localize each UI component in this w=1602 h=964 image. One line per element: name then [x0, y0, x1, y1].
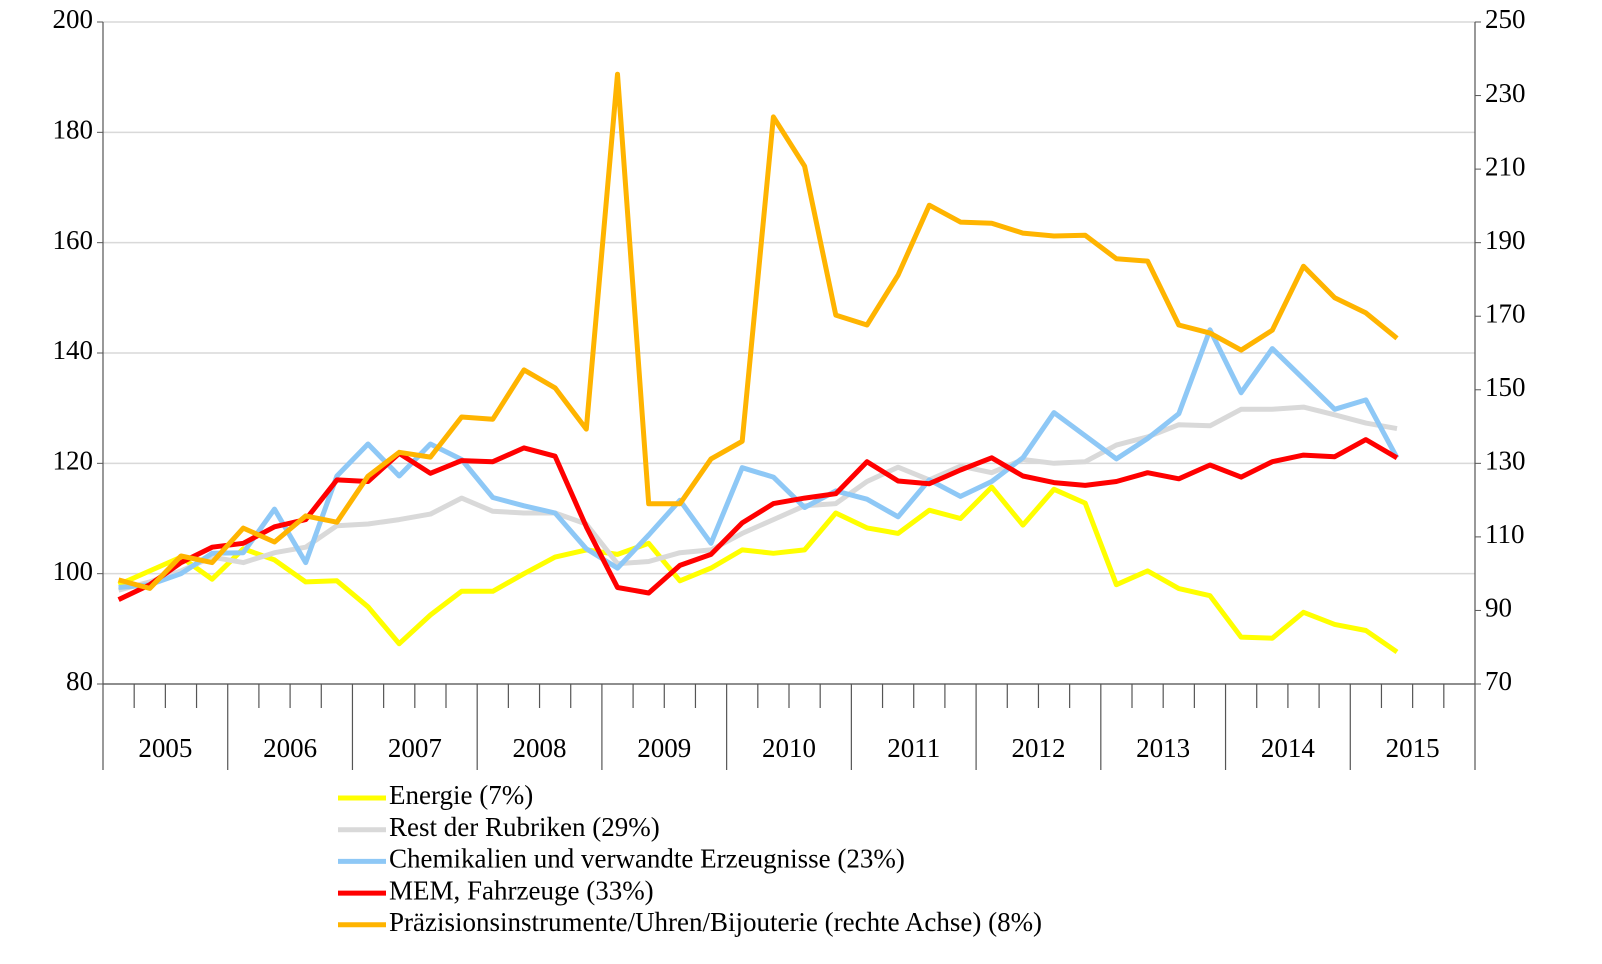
y2-tick-label: 150	[1485, 372, 1526, 402]
series-line	[117, 404, 1398, 593]
y-tick-label: 120	[53, 446, 94, 476]
y2-tick-label: 190	[1485, 225, 1526, 255]
y2-tick-label: 230	[1485, 78, 1526, 108]
legend-label: Energie (7%)	[389, 780, 533, 810]
x-tick-label: 2015	[1386, 733, 1440, 763]
x-tick-label: 2012	[1011, 733, 1065, 763]
series-line	[117, 437, 1399, 602]
y2-tick-label: 170	[1485, 298, 1526, 328]
legend-label: Präzisionsinstrumente/Uhren/Bijouterie (…	[389, 907, 1042, 937]
y-tick-label: 180	[53, 115, 94, 145]
legend-label: Rest der Rubriken (29%)	[389, 812, 660, 842]
y-tick-label: 160	[53, 225, 94, 255]
y2-tick-label: 90	[1485, 593, 1512, 623]
y2-tick-label: 130	[1485, 446, 1526, 476]
series-line	[117, 71, 1399, 591]
y-tick-label: 80	[66, 666, 93, 696]
x-tick-label: 2006	[263, 733, 317, 763]
legend-label: MEM, Fahrzeuge (33%)	[389, 875, 654, 905]
series-line	[117, 484, 1399, 655]
x-tick-label: 2005	[138, 733, 192, 763]
legend-label: Chemikalien und verwandte Erzeugnisse (2…	[389, 844, 905, 874]
y2-tick-label: 250	[1485, 4, 1526, 34]
y-tick-label: 140	[53, 335, 94, 365]
y-tick-label: 100	[53, 556, 94, 586]
x-tick-label: 2011	[887, 733, 940, 763]
x-tick-label: 2009	[637, 733, 691, 763]
y2-tick-label: 110	[1485, 519, 1525, 549]
x-tick-label: 2014	[1261, 733, 1316, 763]
x-tick-label: 2008	[513, 733, 567, 763]
y2-tick-label: 210	[1485, 151, 1526, 181]
x-tick-label: 2007	[388, 733, 442, 763]
y-tick-label: 200	[53, 4, 94, 34]
x-tick-label: 2013	[1136, 733, 1190, 763]
x-tick-label: 2010	[762, 733, 816, 763]
y2-tick-label: 70	[1485, 666, 1512, 696]
series-line	[118, 327, 1400, 590]
